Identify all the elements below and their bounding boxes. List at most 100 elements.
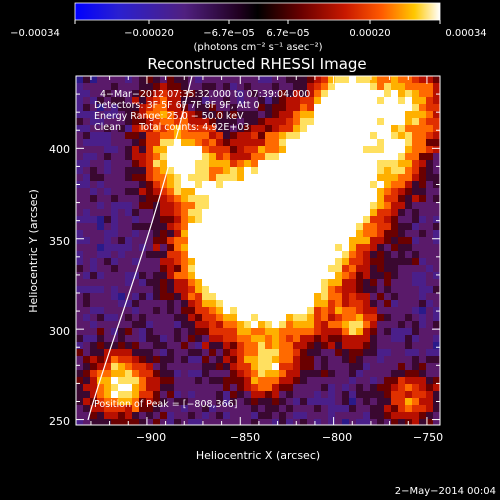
heatmap-pixel (356, 195, 363, 202)
heatmap-pixel (132, 377, 139, 384)
heatmap-pixel (349, 244, 356, 251)
heatmap-pixel (356, 405, 363, 412)
heatmap-pixel (188, 370, 195, 377)
heatmap-pixel (377, 223, 384, 230)
heatmap-pixel (272, 377, 279, 384)
heatmap-pixel (321, 342, 328, 349)
heatmap-pixel (265, 342, 272, 349)
heatmap-pixel (433, 363, 440, 370)
heatmap-pixel (237, 202, 244, 209)
heatmap-pixel (237, 335, 244, 342)
heatmap-pixel (139, 279, 146, 286)
heatmap-pixel (209, 419, 216, 425)
heatmap-pixel (90, 342, 97, 349)
heatmap-pixel (279, 398, 286, 405)
heatmap-pixel (146, 258, 153, 265)
heatmap-pixel (195, 118, 202, 125)
heatmap-pixel (153, 412, 160, 419)
heatmap-pixel (153, 209, 160, 216)
heatmap-pixel (286, 125, 293, 132)
heatmap-pixel (160, 314, 167, 321)
heatmap-pixel (202, 181, 209, 188)
heatmap-pixel (202, 237, 209, 244)
heatmap-pixel (139, 244, 146, 251)
heatmap-pixel (118, 419, 125, 425)
heatmap-pixel (272, 76, 279, 83)
heatmap-pixel (90, 195, 97, 202)
heatmap-pixel (118, 216, 125, 223)
heatmap-pixel (258, 76, 265, 83)
heatmap-pixel (160, 321, 167, 328)
heatmap-pixel (307, 83, 314, 90)
heatmap-pixel (370, 244, 377, 251)
heatmap-pixel (125, 349, 132, 356)
heatmap-pixel (209, 237, 216, 244)
heatmap-pixel (405, 377, 412, 384)
heatmap-pixel (244, 349, 251, 356)
heatmap-pixel (132, 286, 139, 293)
heatmap-pixel (412, 139, 419, 146)
heatmap-pixel (244, 391, 251, 398)
heatmap-pixel (216, 300, 223, 307)
heatmap-pixel (342, 195, 349, 202)
heatmap-pixel (202, 342, 209, 349)
heatmap-pixel (433, 279, 440, 286)
heatmap-pixel (405, 356, 412, 363)
heatmap-pixel (139, 160, 146, 167)
heatmap-pixel (153, 83, 160, 90)
heatmap-pixel (167, 293, 174, 300)
heatmap-pixel (314, 167, 321, 174)
heatmap-pixel (300, 202, 307, 209)
heatmap-pixel (398, 370, 405, 377)
heatmap-pixel (356, 153, 363, 160)
heatmap-pixel (139, 237, 146, 244)
heatmap-pixel (279, 356, 286, 363)
heatmap-pixel (391, 363, 398, 370)
heatmap-pixel (146, 216, 153, 223)
heatmap-pixel (279, 321, 286, 328)
heatmap-pixel (265, 167, 272, 174)
heatmap-pixel (426, 370, 433, 377)
heatmap-pixel (363, 286, 370, 293)
heatmap-pixel (370, 181, 377, 188)
heatmap-pixel (321, 223, 328, 230)
heatmap-pixel (111, 223, 118, 230)
heatmap-pixel (398, 76, 405, 83)
heatmap-pixel (272, 195, 279, 202)
heatmap-pixel (202, 279, 209, 286)
heatmap-pixel (97, 391, 104, 398)
heatmap-pixel (188, 83, 195, 90)
heatmap-pixel (377, 314, 384, 321)
heatmap-pixel (405, 314, 412, 321)
heatmap-pixel (370, 377, 377, 384)
heatmap-pixel (76, 286, 83, 293)
heatmap-pixel (188, 125, 195, 132)
heatmap-pixel (76, 118, 83, 125)
heatmap-pixel (118, 384, 125, 391)
heatmap-pixel (167, 202, 174, 209)
heatmap-pixel (307, 265, 314, 272)
heatmap-pixel (223, 153, 230, 160)
heatmap-pixel (377, 209, 384, 216)
heatmap-pixel (384, 265, 391, 272)
heatmap-pixel (328, 111, 335, 118)
heatmap-pixel (433, 97, 440, 104)
heatmap-pixel (307, 223, 314, 230)
heatmap-pixel (356, 209, 363, 216)
heatmap-pixel (363, 377, 370, 384)
heatmap-pixel (370, 83, 377, 90)
heatmap-pixel (230, 293, 237, 300)
heatmap-pixel (307, 377, 314, 384)
heatmap-pixel (188, 139, 195, 146)
heatmap-pixel (356, 230, 363, 237)
heatmap-pixel (258, 118, 265, 125)
heatmap-pixel (321, 111, 328, 118)
heatmap-pixel (426, 279, 433, 286)
heatmap-pixel (328, 90, 335, 97)
heatmap-pixel (279, 279, 286, 286)
heatmap-pixel (391, 237, 398, 244)
heatmap-pixel (384, 398, 391, 405)
heatmap-pixel (356, 265, 363, 272)
heatmap-pixel (328, 314, 335, 321)
heatmap-pixel (90, 335, 97, 342)
